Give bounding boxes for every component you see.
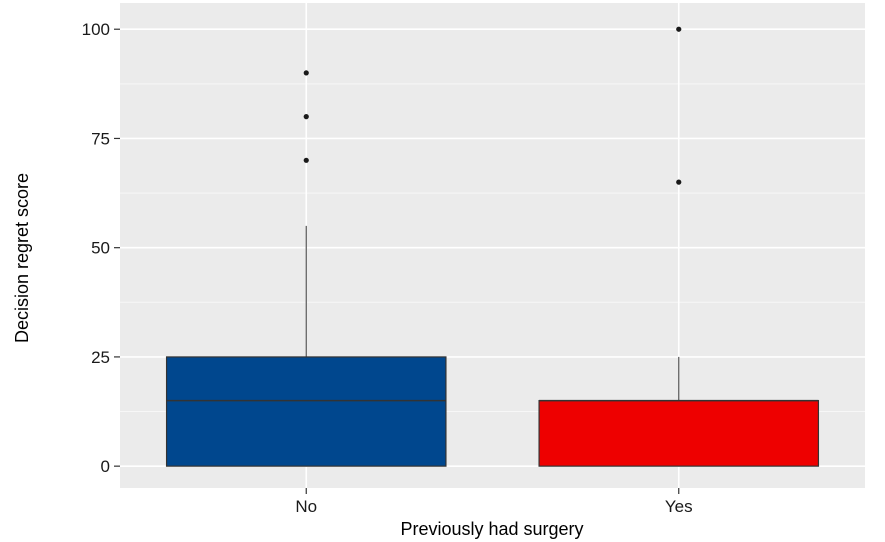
box-no [165,70,447,467]
y-tick-label: 50 [91,239,110,258]
x-axis-title: Previously had surgery [400,519,583,539]
box-body [538,400,820,467]
y-tick-label: 25 [91,348,110,367]
y-tick-label: 100 [82,20,110,39]
x-tick-label: No [295,497,317,516]
y-axis-title: Decision regret score [12,173,32,343]
y-tick-label: 75 [91,129,110,148]
box-body [165,356,447,467]
boxes-layer [165,26,820,467]
outlier-point [676,26,682,32]
outlier-point [676,179,682,185]
box-yes [538,26,820,467]
x-tick-label: Yes [665,497,693,516]
y-axis: 0 25 50 75 100 [82,20,120,476]
outlier-point [303,70,309,76]
outlier-point [303,157,309,163]
outlier-point [303,114,309,120]
x-axis: No Yes [295,488,693,516]
y-tick-label: 0 [101,457,110,476]
